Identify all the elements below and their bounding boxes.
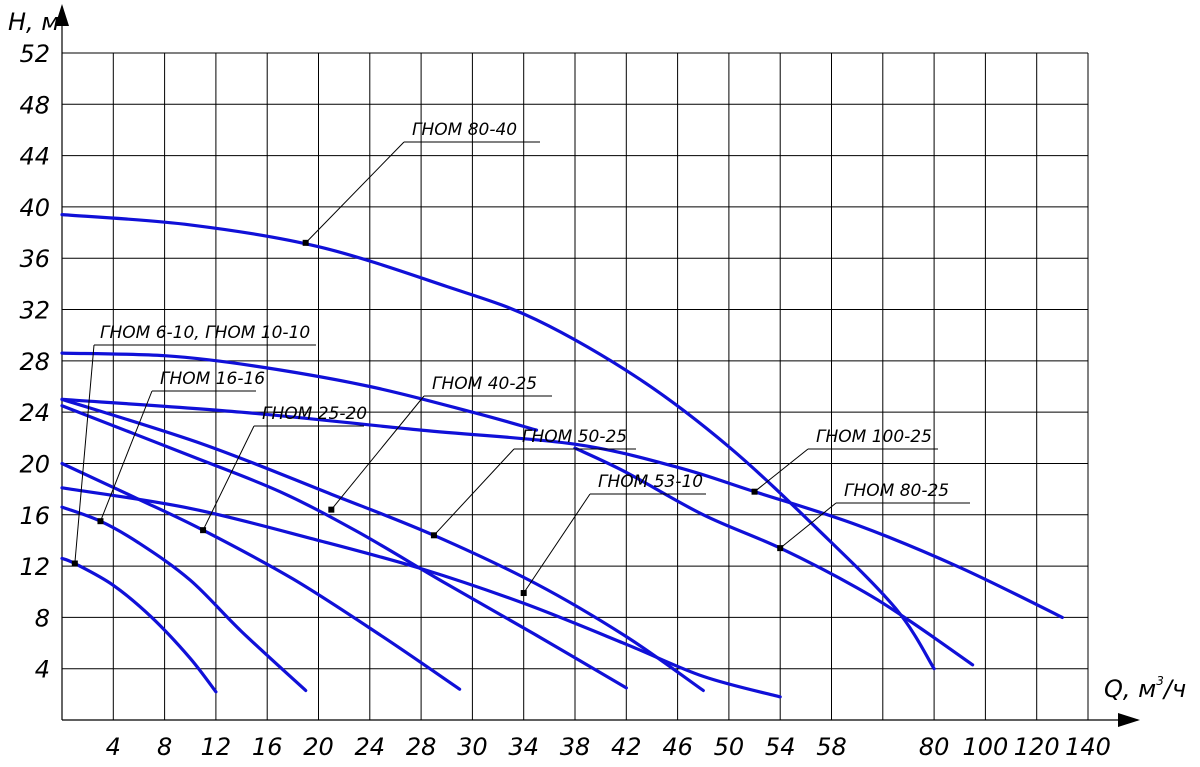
series-line (60, 351, 539, 432)
y-axis-arrow-icon (55, 4, 69, 26)
series-line (60, 461, 462, 691)
curve-label: ГНОМ 6-10, ГНОМ 10-10 (100, 323, 310, 343)
series-line (60, 505, 308, 693)
y-tick-label: 24 (19, 399, 50, 427)
leader-line (74, 344, 95, 564)
y-tick-label: 20 (19, 450, 50, 478)
x-axis-arrow-icon (1118, 713, 1140, 727)
leader-line (202, 425, 255, 531)
x-axis-title-sup: 3 (1156, 674, 1164, 688)
y-tick-label: 8 (35, 604, 50, 632)
series-line (60, 397, 1064, 619)
curve-label: ГНОМ 53-10 (598, 472, 703, 492)
series-line (60, 397, 705, 693)
x-tick-label: 58 (816, 733, 847, 761)
curve-label: ГНОМ 80-40 (412, 120, 517, 140)
x-tick-label: 42 (611, 733, 642, 761)
x-tick-label: 12 (201, 733, 232, 761)
x-tick-label: 20 (303, 733, 334, 761)
curve-label: ГНОМ 100-25 (816, 427, 932, 447)
axes (55, 4, 1140, 727)
y-tick-label: 44 (19, 143, 50, 171)
series-line (60, 404, 628, 690)
y-tick-label: 4 (35, 656, 50, 684)
x-axis-title: Q, м3/ч (1104, 674, 1186, 703)
y-tick-label: 16 (19, 502, 50, 530)
leader-line (754, 448, 809, 493)
y-tick-label: 12 (19, 553, 50, 581)
series-line (60, 556, 218, 694)
x-tick-label: 120 (1014, 733, 1060, 761)
series-line (60, 213, 936, 671)
x-tick-label: 54 (765, 733, 796, 761)
curve-label: ГНОМ 16-16 (160, 369, 265, 389)
curve-labels: ГНОМ 80-40 ГНОМ 6-10, ГНОМ 10-10 ГНОМ 16-1… (74, 120, 970, 594)
leader-line (523, 493, 591, 594)
x-tick-label: 80 (919, 733, 950, 761)
leader-line (100, 390, 153, 522)
leader-line (433, 448, 515, 536)
x-tick-label: 4 (106, 733, 121, 761)
y-tick-label: 32 (19, 297, 50, 325)
x-axis-title-main: Q, м (1104, 675, 1156, 703)
curve-label: ГНОМ 50-25 (522, 427, 627, 447)
curve-label: ГНОМ 80-25 (844, 481, 949, 501)
curves (60, 213, 1064, 699)
curve-label: ГНОМ 40-25 (432, 374, 537, 394)
x-tick-label: 30 (457, 733, 488, 761)
x-tick-label: 100 (962, 733, 1008, 761)
x-tick-label: 28 (406, 733, 437, 761)
x-tick-label: 24 (355, 733, 386, 761)
curve-label: ГНОМ 25-20 (262, 404, 367, 424)
x-tick-label: 140 (1065, 733, 1111, 761)
leader-line (779, 502, 837, 549)
x-axis-title-unit: /ч (1162, 675, 1186, 703)
y-tick-label: 28 (19, 348, 50, 376)
x-tick-labels: 4 8 12 16 20 24 28 30 34 38 42 46 50 54 58 80 100 120 140 (106, 733, 1111, 761)
leader-line (305, 141, 405, 244)
x-tick-label: 8 (157, 733, 172, 761)
y-tick-label: 52 (19, 40, 50, 68)
leader-line (330, 395, 425, 510)
x-tick-label: 50 (714, 733, 745, 761)
y-tick-label: 36 (19, 245, 50, 273)
y-tick-label: 40 (19, 194, 50, 222)
x-tick-label: 38 (560, 733, 591, 761)
x-tick-label: 16 (252, 733, 283, 761)
y-tick-label: 48 (19, 91, 50, 119)
x-tick-label: 34 (508, 733, 539, 761)
y-axis-title: H, м (8, 8, 59, 36)
x-tick-label: 46 (662, 733, 693, 761)
series-line (60, 486, 782, 699)
